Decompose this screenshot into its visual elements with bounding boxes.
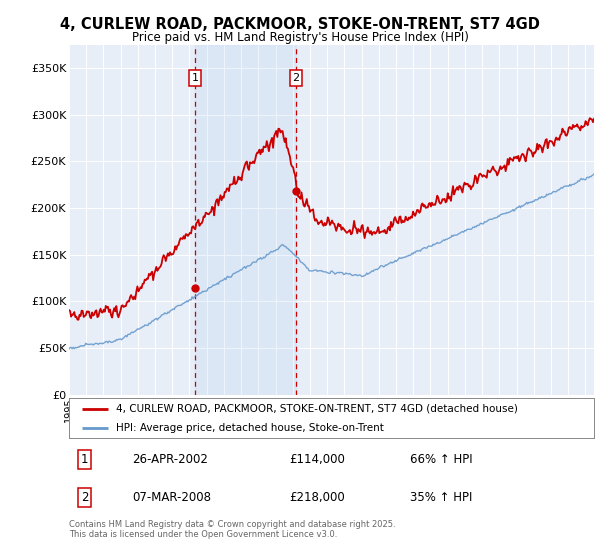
- Text: 2: 2: [81, 491, 89, 505]
- Text: 35% ↑ HPI: 35% ↑ HPI: [410, 491, 473, 505]
- Text: £218,000: £218,000: [290, 491, 345, 505]
- Text: HPI: Average price, detached house, Stoke-on-Trent: HPI: Average price, detached house, Stok…: [116, 423, 384, 433]
- Text: Contains HM Land Registry data © Crown copyright and database right 2025.
This d: Contains HM Land Registry data © Crown c…: [69, 520, 395, 539]
- Text: 26-APR-2002: 26-APR-2002: [132, 453, 208, 466]
- Text: 2: 2: [292, 73, 299, 83]
- Text: Price paid vs. HM Land Registry's House Price Index (HPI): Price paid vs. HM Land Registry's House …: [131, 31, 469, 44]
- Text: 1: 1: [81, 453, 89, 466]
- Bar: [195, 45, 296, 395]
- Text: 66% ↑ HPI: 66% ↑ HPI: [410, 453, 473, 466]
- Text: £114,000: £114,000: [290, 453, 346, 466]
- Text: 1: 1: [191, 73, 199, 83]
- Text: 4, CURLEW ROAD, PACKMOOR, STOKE-ON-TRENT, ST7 4GD (detached house): 4, CURLEW ROAD, PACKMOOR, STOKE-ON-TRENT…: [116, 404, 518, 414]
- Text: 4, CURLEW ROAD, PACKMOOR, STOKE-ON-TRENT, ST7 4GD: 4, CURLEW ROAD, PACKMOOR, STOKE-ON-TRENT…: [60, 17, 540, 32]
- Text: 07-MAR-2008: 07-MAR-2008: [132, 491, 211, 505]
